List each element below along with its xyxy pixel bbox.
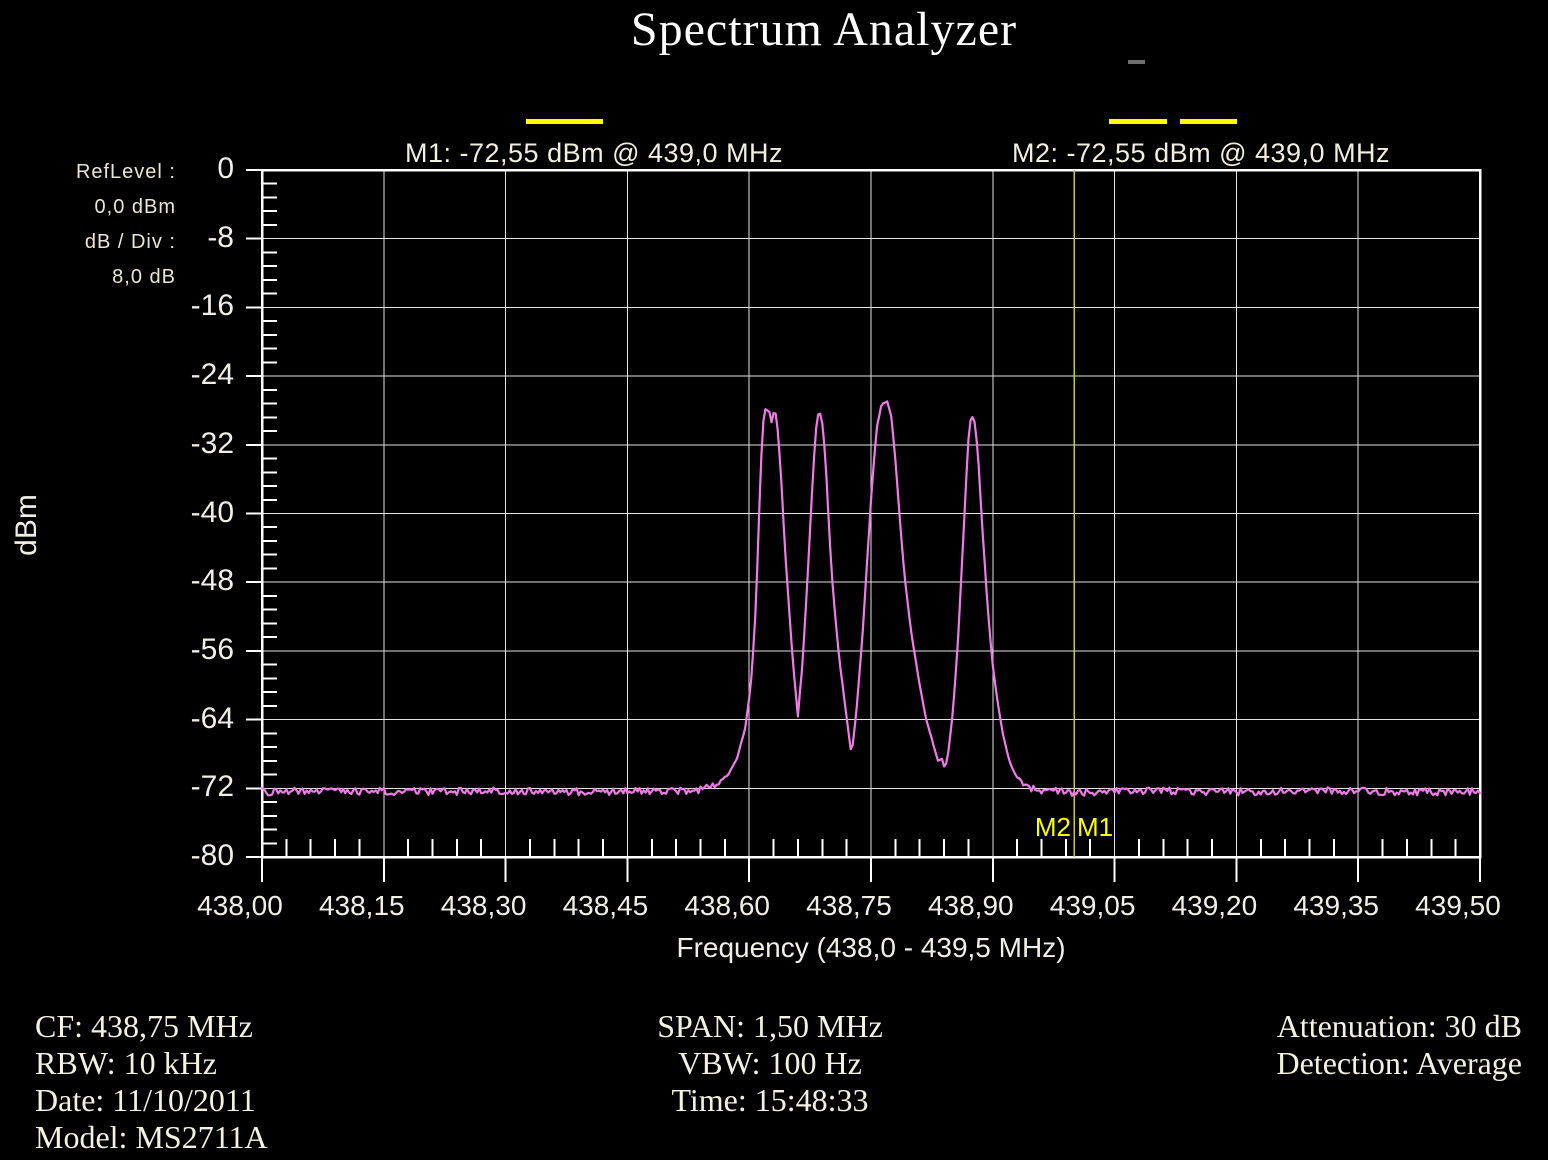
marker-m1-flag: M1	[1077, 812, 1114, 842]
x-tick-label: 439,05	[1049, 890, 1136, 921]
m2-marker-bar-left-icon	[1109, 119, 1167, 124]
rbw-value: RBW: 10 kHz	[35, 1045, 217, 1081]
y-tick-label: -40	[190, 495, 234, 529]
m2-marker-bar-right-icon	[1180, 119, 1237, 124]
x-tick-label: 439,20	[1171, 890, 1258, 921]
y-tick-label: -80	[190, 839, 234, 872]
db-div-label: dB / Div :	[84, 231, 176, 253]
x-tick-label: 439,35	[1293, 890, 1379, 921]
x-tick-label: 438,00	[197, 890, 283, 921]
vbw-value: VBW: 100 Hz	[678, 1045, 862, 1081]
x-axis-title: Frequency (438,0 - 439,5 MHz)	[676, 932, 1066, 963]
x-tick-label: 438,75	[806, 890, 892, 921]
spectrum-trace	[260, 400, 1482, 797]
date-value: Date: 11/10/2011	[35, 1082, 256, 1118]
y-tick-label: -56	[190, 632, 234, 666]
marker-m1-readout: M1: -72,55 dBm @ 439,0 MHz	[405, 138, 784, 168]
detection-value: Detection: Average	[1276, 1045, 1522, 1081]
db-div-value: 8,0 dB	[112, 266, 176, 288]
time-value: Time: 15:48:33	[671, 1082, 869, 1118]
y-tick-label: -32	[190, 426, 234, 460]
y-tick-label: -72	[190, 770, 234, 804]
cf-value: CF: 438,75 MHz	[35, 1008, 253, 1044]
x-tick-label: 438,30	[440, 890, 527, 921]
x-tick-label: 438,45	[562, 890, 649, 921]
ref-level-value: 0,0 dBm	[94, 196, 176, 218]
page-title: Spectrum Analyzer	[630, 3, 1018, 56]
span-value: SPAN: 1,50 MHz	[657, 1008, 883, 1044]
m1-marker-bar-icon	[526, 119, 603, 124]
marker-m2-flag: M2	[1034, 812, 1071, 842]
x-tick-label: 439,50	[1415, 890, 1501, 921]
y-tick-label: 0	[217, 152, 234, 185]
ref-level-label: RefLevel :	[75, 161, 176, 183]
plot-border	[260, 168, 1482, 859]
marker-m2-readout: M2: -72,55 dBm @ 439,0 MHz	[1012, 138, 1391, 168]
x-tick-label: 438,15	[318, 890, 405, 921]
model-value: Model: MS2711A	[35, 1119, 268, 1155]
title-dash-mark	[1128, 60, 1145, 64]
y-tick-label: -16	[190, 289, 234, 323]
reference-settings-panel: RefLevel : 0,0 dBm dB / Div : 8,0 dB	[0, 155, 176, 295]
x-tick-label: 438,90	[927, 890, 1014, 921]
footer-left-column: CF: 438,75 MHz RBW: 10 kHz Date: 11/10/2…	[35, 1008, 268, 1156]
y-tick-label: -8	[207, 220, 234, 254]
footer-right-column: Attenuation: 30 dB Detection: Average	[1100, 1008, 1522, 1082]
footer-center-column: SPAN: 1,50 MHz VBW: 100 Hz Time: 15:48:3…	[560, 1008, 980, 1119]
y-tick-label: -24	[190, 358, 234, 392]
x-tick-label: 438,60	[684, 890, 770, 921]
y-tick-label: -48	[190, 564, 234, 598]
attenuation-value: Attenuation: 30 dB	[1276, 1008, 1522, 1044]
y-tick-label: -64	[190, 701, 234, 735]
